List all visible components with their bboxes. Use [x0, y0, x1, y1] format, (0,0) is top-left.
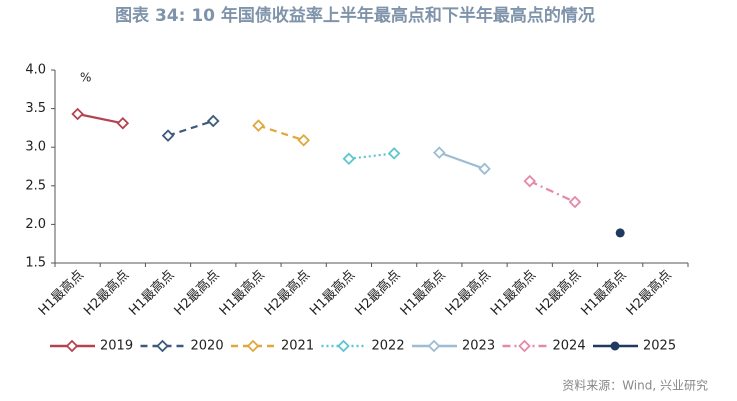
x-tick-label: H2最高点 — [442, 267, 494, 319]
legend-label: 2023 — [462, 339, 495, 354]
point-marker — [568, 195, 582, 209]
x-tick-label: H2最高点 — [80, 267, 132, 319]
legend-label: 2020 — [191, 339, 224, 354]
legend-marker — [337, 339, 350, 353]
point-marker — [116, 116, 130, 130]
series-line — [77, 112, 124, 125]
series-line — [167, 119, 214, 137]
point-marker — [342, 152, 356, 166]
y-tick-label: 2.0 — [25, 217, 46, 232]
source-note: 资料来源：Wind, 兴业研究 — [562, 378, 708, 393]
y-unit-label: % — [80, 71, 91, 85]
point-marker — [615, 228, 625, 238]
x-tick-label: H1最高点 — [397, 267, 449, 319]
legend-label: 2019 — [100, 339, 133, 354]
x-tick-label: H2最高点 — [352, 267, 404, 319]
y-tick-label: 3.5 — [25, 101, 46, 116]
y-tick-label: 3.0 — [25, 140, 46, 155]
x-tick-label: H1最高点 — [307, 267, 359, 319]
series-line — [529, 180, 576, 204]
x-tick-label: H1最高点 — [35, 267, 87, 319]
x-tick-label: H1最高点 — [216, 267, 268, 319]
chart-title: 图表 34: 10 年国债收益率上半年最高点和下半年最高点的情况 — [115, 5, 595, 26]
x-tick-label: H2最高点 — [623, 267, 675, 319]
legend-marker — [65, 339, 79, 353]
legend-marker — [156, 339, 169, 353]
series-line — [258, 124, 305, 142]
y-tick-label: 2.5 — [25, 178, 46, 193]
legend-marker — [518, 339, 531, 353]
legend-marker — [610, 341, 620, 351]
point-marker — [433, 146, 446, 159]
point-marker — [523, 174, 537, 188]
series-line — [348, 152, 395, 160]
x-tick-label: H2最高点 — [261, 267, 313, 319]
y-tick-label: 1.5 — [25, 256, 46, 271]
x-tick-label: H1最高点 — [578, 267, 630, 319]
x-tick-label: H1最高点 — [487, 267, 539, 319]
legend-marker — [246, 339, 260, 353]
legend-label: 2022 — [372, 339, 405, 354]
point-marker — [71, 107, 84, 121]
legend-label: 2021 — [281, 339, 314, 354]
legend-label: 2025 — [643, 339, 676, 354]
point-marker — [252, 119, 265, 132]
point-marker — [206, 114, 220, 128]
legend-label: 2024 — [553, 339, 586, 354]
x-tick-label: H2最高点 — [533, 267, 585, 319]
series-line — [438, 151, 485, 170]
point-marker — [297, 133, 310, 147]
legend-marker — [427, 339, 441, 353]
point-marker — [478, 162, 491, 176]
x-tick-label: H1最高点 — [126, 267, 178, 319]
point-marker — [387, 147, 401, 160]
point-marker — [161, 129, 175, 142]
y-tick-label: 4.0 — [25, 63, 46, 78]
x-tick-label: H2最高点 — [171, 267, 223, 319]
